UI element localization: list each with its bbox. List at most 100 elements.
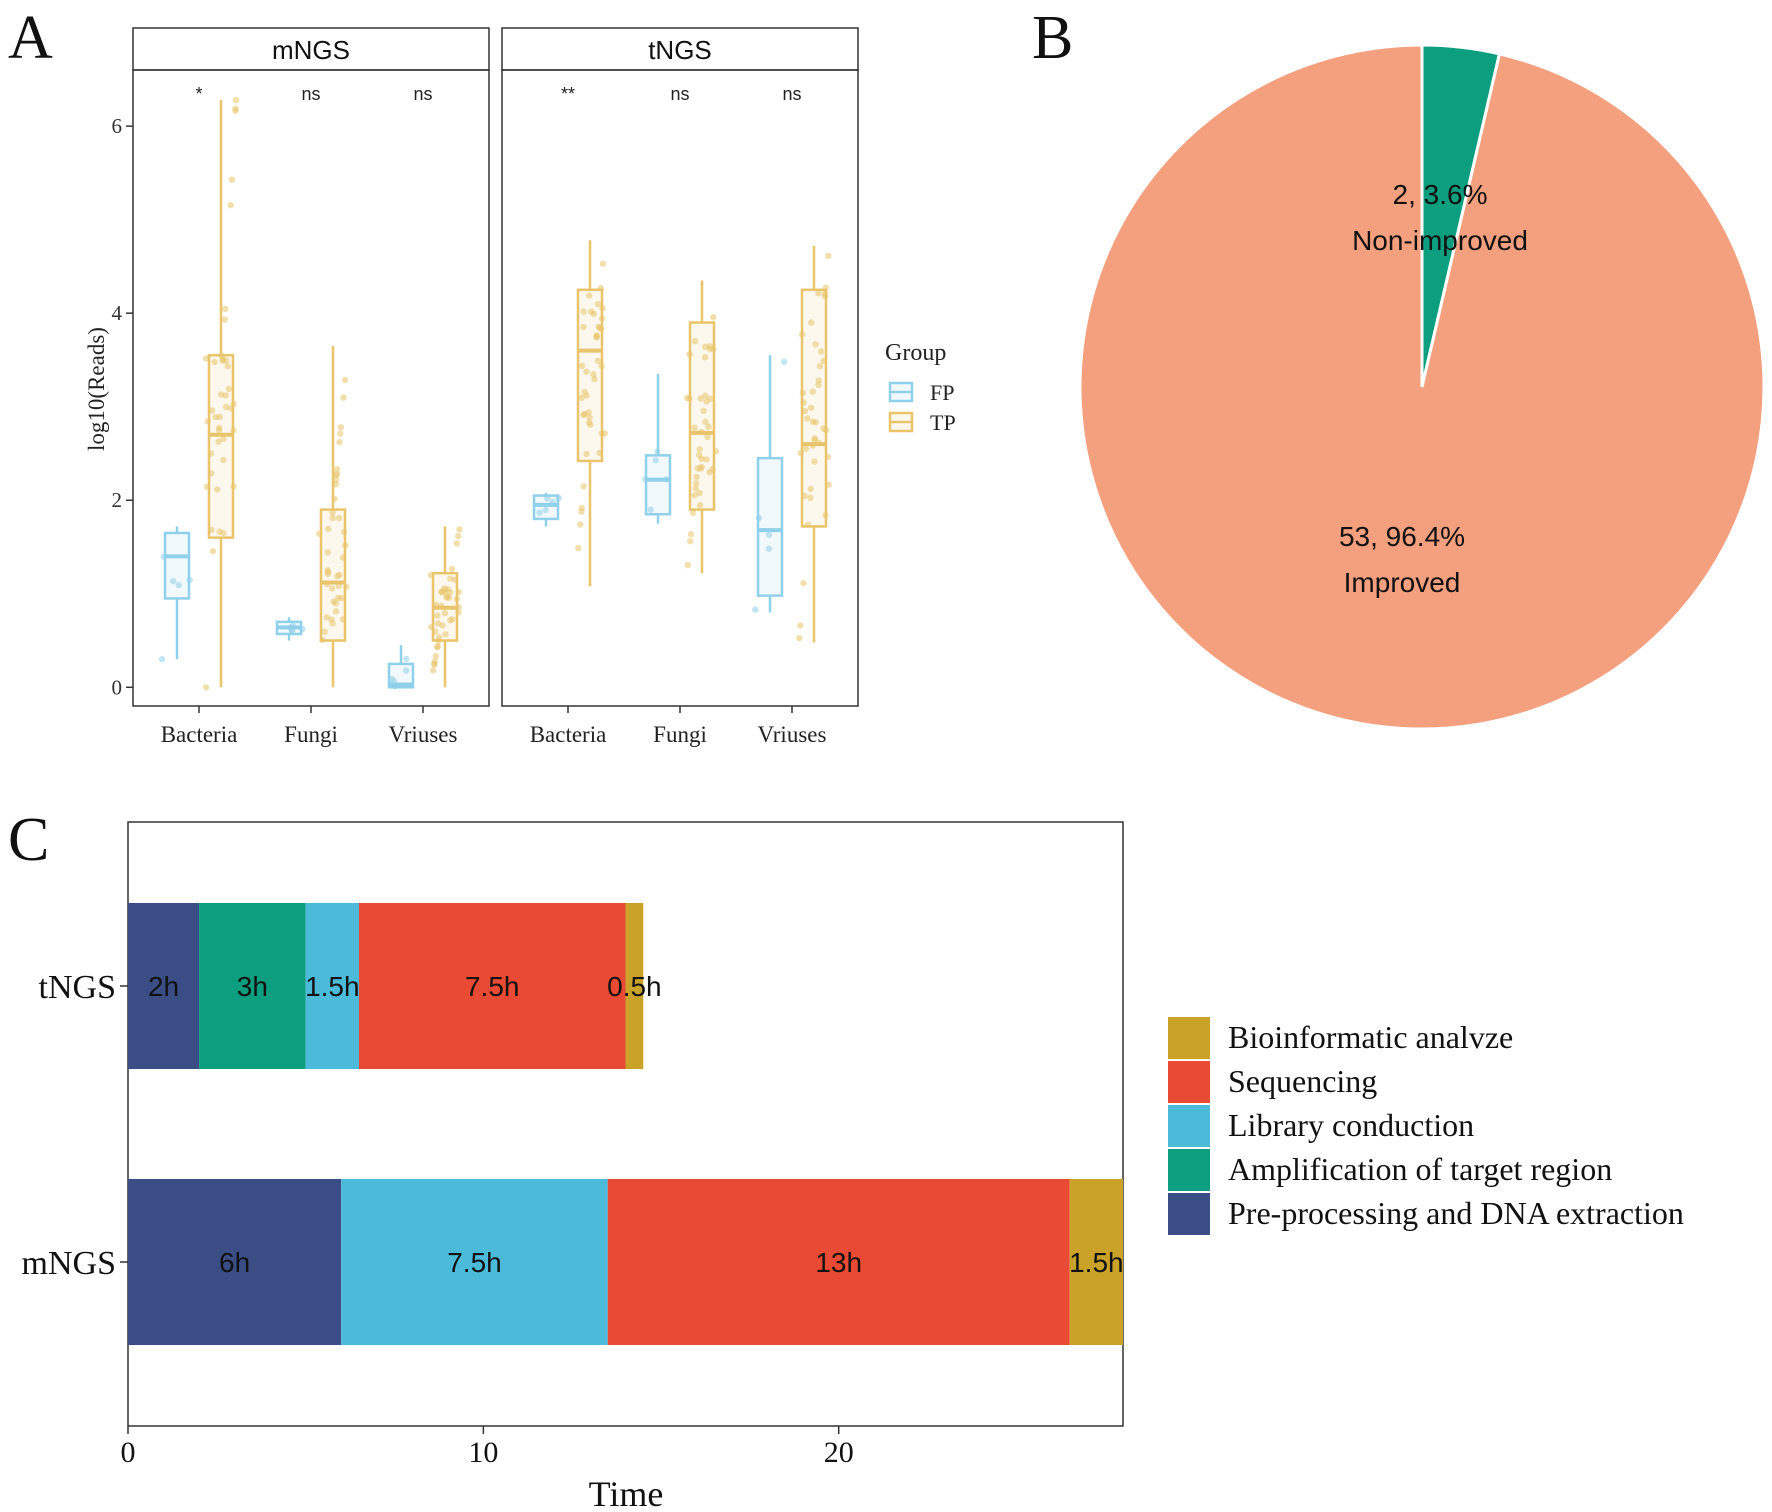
jitter-point — [334, 572, 341, 580]
jitter-point — [712, 448, 720, 455]
jitter-point — [186, 576, 193, 584]
jitter-point — [340, 394, 347, 401]
jitter-point — [432, 628, 439, 635]
box-iqr — [163, 531, 191, 600]
box-mngs-vriuses-tp — [427, 526, 463, 688]
jitter-point — [299, 625, 306, 633]
bar-axes: tNGS mNGS 0 10 20 — [22, 969, 854, 1469]
pie-label-improved-name: Improved — [1344, 567, 1461, 598]
jitter-point — [597, 284, 605, 292]
bar-segment-label: 7.5h — [447, 1247, 502, 1278]
jitter-point — [232, 107, 239, 114]
jitter-point — [337, 424, 345, 431]
box-mngs-fungi-tp — [315, 345, 350, 688]
jitter-point — [578, 394, 585, 401]
jitter-point — [220, 456, 227, 464]
bar-plot-frame — [127, 821, 1124, 1427]
jitter-point — [689, 509, 697, 517]
jitter-point — [438, 589, 446, 596]
x-tick-label-bacteria: Bacteria — [161, 722, 238, 747]
jitter-point — [324, 549, 332, 556]
significance-label: ** — [561, 84, 575, 104]
panel-label-a: A — [8, 4, 53, 72]
box-tngs-fungi-tp — [684, 280, 720, 574]
jitter-point — [703, 398, 710, 405]
jitter-point — [439, 622, 446, 629]
jitter-point — [339, 554, 347, 561]
jitter-point — [647, 506, 654, 513]
jitter-point — [652, 457, 659, 464]
jitter-point — [598, 315, 606, 322]
facet-strip-label: tNGS — [648, 35, 712, 65]
jitter-point — [596, 449, 603, 457]
jitter-point — [598, 430, 605, 437]
jitter-point — [222, 305, 229, 313]
jitter-point — [696, 489, 703, 497]
jitter-point — [812, 341, 819, 348]
jitter-point — [695, 451, 703, 459]
x-tick-label: 20 — [824, 1436, 854, 1469]
jitter-point — [752, 606, 759, 613]
group-legend: Group FP TP — [885, 340, 956, 435]
jitter-point — [338, 594, 345, 602]
jitter-point — [812, 419, 819, 426]
jitter-point — [696, 446, 703, 453]
jitter-point — [447, 575, 454, 582]
jitter-point — [329, 509, 336, 516]
facet-strip-mngs — [132, 27, 490, 71]
jitter-point — [204, 418, 211, 425]
jitter-point — [809, 388, 816, 395]
jitter-point — [691, 338, 699, 345]
jitter-point — [337, 430, 344, 437]
bar-segment-mngs-bioinformatic — [1069, 1179, 1123, 1345]
box-mngs-vriuses-fp — [387, 645, 415, 690]
jitter-point — [583, 392, 590, 399]
jitter-point — [701, 343, 709, 350]
jitter-point — [202, 684, 210, 691]
legend-label-fp: FP — [930, 380, 954, 405]
jitter-point — [583, 450, 590, 458]
jitter-point — [215, 438, 222, 445]
bar-segment-label: 13h — [815, 1247, 862, 1278]
jitter-point — [798, 331, 806, 338]
jitter-point — [697, 465, 704, 472]
bar-segment-mngs-sequencing — [607, 1179, 1070, 1345]
jitter-point — [809, 442, 817, 449]
jitter-point — [591, 375, 598, 383]
bar-segment-label: 2h — [148, 971, 179, 1002]
jitter-point — [333, 476, 340, 483]
jitter-point — [456, 526, 463, 533]
jitter-point — [816, 363, 824, 370]
jitter-point — [815, 377, 823, 384]
jitter-point — [203, 483, 211, 491]
jitter-point — [544, 495, 551, 502]
jitter-point — [807, 494, 814, 502]
jitter-point — [598, 362, 605, 370]
legend-label-amplification: Amplification of target region — [1228, 1151, 1612, 1187]
x-tick-label: 10 — [468, 1436, 498, 1469]
jitter-point — [822, 511, 829, 519]
legend-swatch-preprocessing — [1168, 1193, 1210, 1235]
jitter-point — [329, 514, 336, 522]
bar-segment-label: 6h — [219, 1247, 250, 1278]
y-tick-label: 4 — [112, 301, 123, 325]
jitter-point — [555, 494, 562, 502]
jitter-point — [448, 565, 456, 573]
legend-label-tp: TP — [930, 410, 956, 435]
jitter-point — [704, 433, 711, 441]
significance-label: ns — [301, 84, 320, 104]
jitter-point — [796, 634, 803, 642]
jitter-point — [211, 358, 218, 366]
jitter-point — [581, 410, 588, 418]
jitter-point — [710, 314, 717, 321]
jitter-point — [214, 486, 221, 493]
boxplot-panel: log10(Reads) 0 2 4 6 mNGS Bacteria * Fungi ns Vri… — [84, 27, 956, 747]
jitter-point — [808, 319, 815, 326]
jitter-point — [333, 471, 340, 479]
bar-segment-label: 3h — [237, 971, 268, 1002]
box-iqr — [756, 456, 784, 597]
jitter-point — [429, 667, 437, 674]
jitter-point — [225, 385, 233, 393]
bar-segment-tngs-bioinformatic — [625, 903, 644, 1069]
legend-label-sequencing: Sequencing — [1228, 1063, 1377, 1099]
